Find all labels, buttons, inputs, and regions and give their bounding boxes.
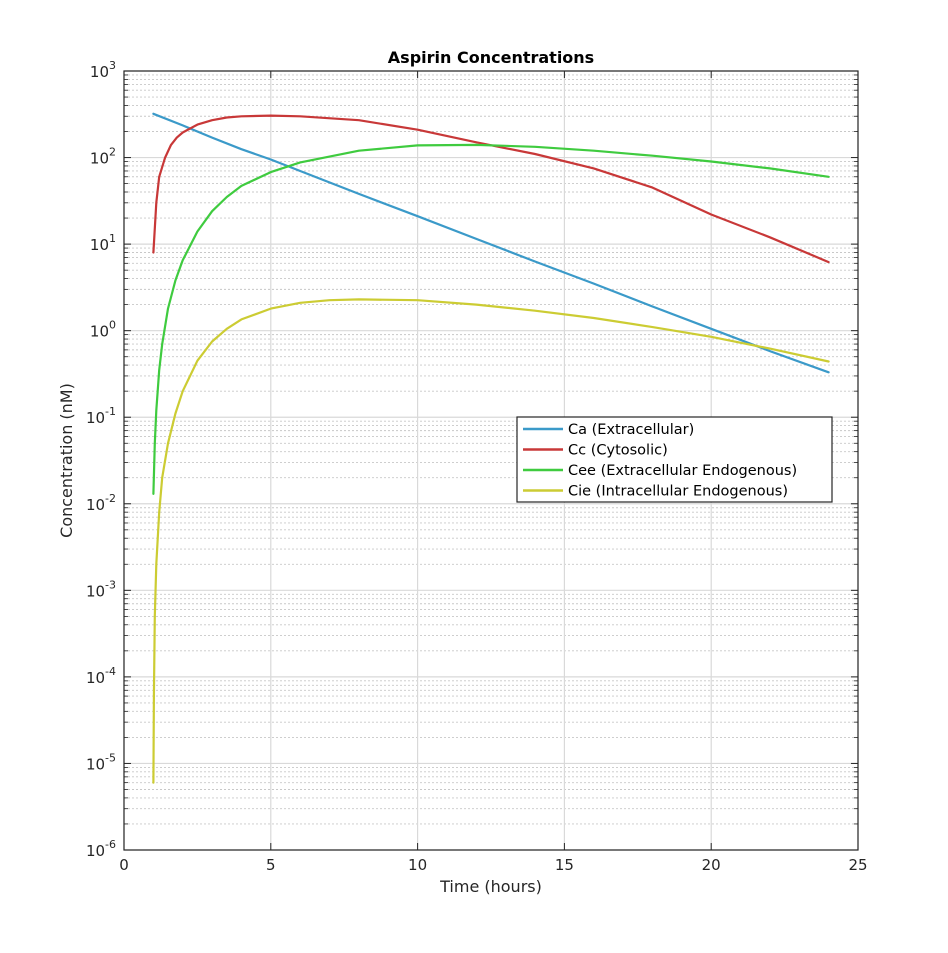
y-tick-label: 103 [90,59,116,81]
y-tick-label: 10-6 [86,838,116,860]
series-line-3 [152,143,830,495]
y-tick-label: 10-1 [86,405,116,427]
x-tick-label: 0 [119,856,129,874]
x-tick-label: 25 [848,856,867,874]
y-tick-label: 10-2 [86,492,116,514]
legend: Ca (Extracellular) Cc (Cytosolic) Cee (Ext… [516,416,833,503]
chart-title: Aspirin Concentrations [388,48,594,67]
legend-label-3: Cee (Extracellular Endogenous) [568,463,797,479]
series-line-2 [152,114,830,264]
x-tick-label: 15 [555,856,574,874]
x-tick-label: 5 [266,856,276,874]
series-line-4 [152,298,830,784]
legend-box [516,416,833,503]
y-tick-label: 102 [90,146,116,168]
y-tick-labels: 10-6 10-5 10-4 10-3 10-2 10-1 100 101 102 103 [86,59,116,860]
y-axis-label: Concentration (nM) [57,383,76,538]
y-tick-label: 10-3 [86,578,116,600]
legend-label-2: Cc (Cytosolic) [568,443,668,459]
y-tick-label: 10-4 [86,665,116,687]
plot-area-border [123,70,859,851]
axis-ticks [123,70,859,851]
x-tick-labels: 0 5 10 15 20 25 [119,856,867,874]
y-tick-label: 10-5 [86,751,116,773]
x-tick-label: 20 [702,856,721,874]
x-axis-label: Time (hours) [439,877,542,896]
legend-label-1: Ca (Extracellular) [568,422,694,438]
series-line-1 [152,112,830,374]
y-tick-label: 100 [90,319,116,341]
plot-lines [152,112,830,784]
x-tick-label: 10 [408,856,427,874]
legend-label-4: Cie (Intracellular Endogenous) [568,484,788,500]
y-tick-label: 101 [90,232,116,254]
